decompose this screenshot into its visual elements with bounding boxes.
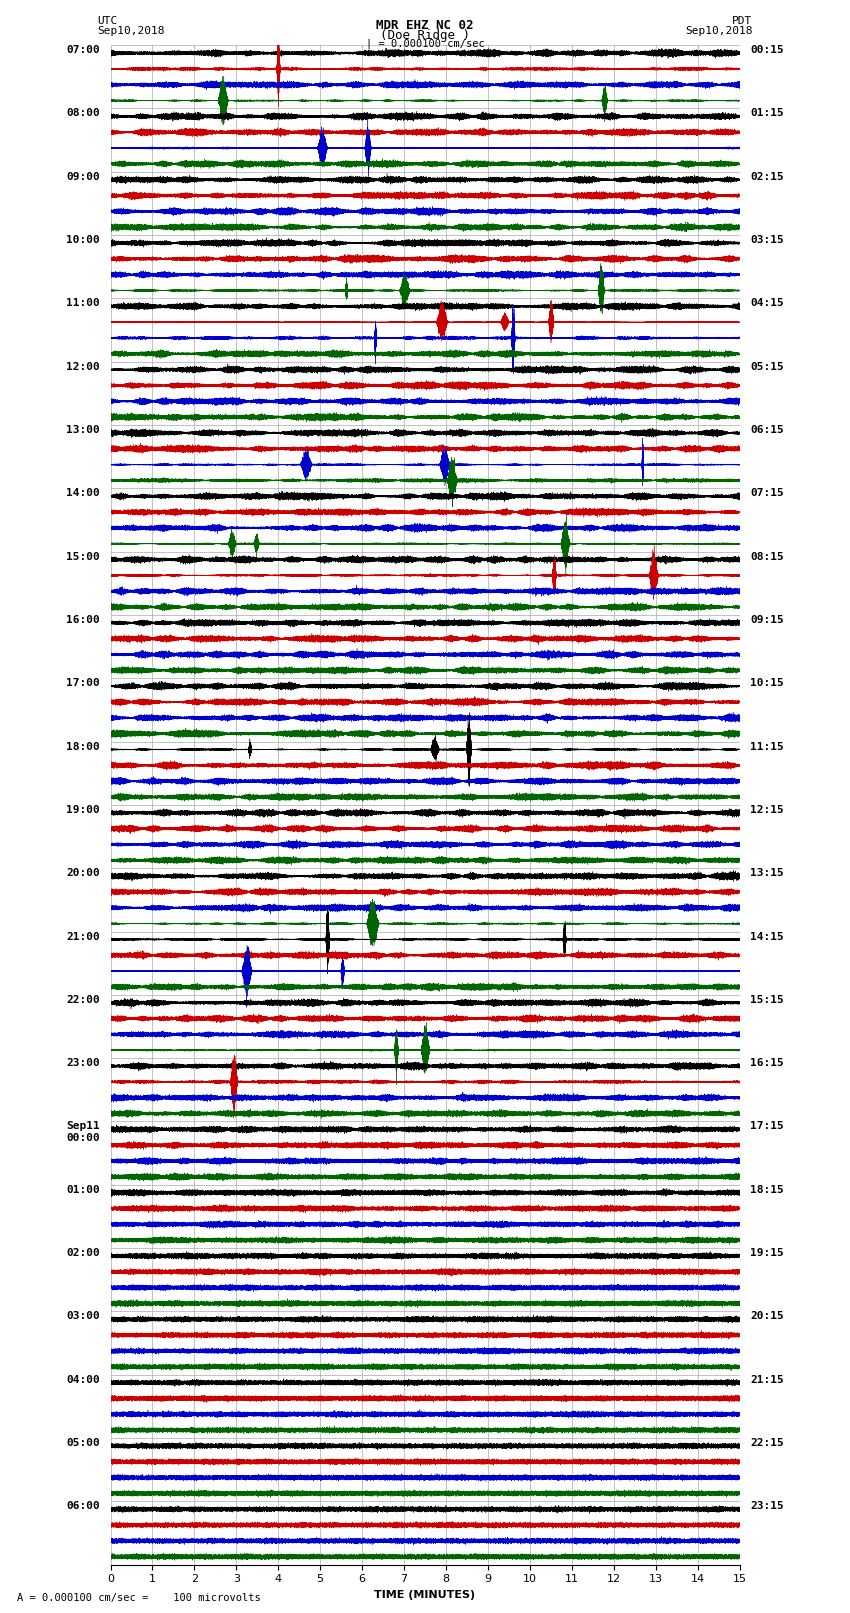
Text: 01:15: 01:15	[750, 108, 784, 118]
Text: 08:15: 08:15	[750, 552, 784, 561]
Text: 16:00: 16:00	[66, 615, 100, 624]
Text: 03:00: 03:00	[66, 1311, 100, 1321]
Text: 21:00: 21:00	[66, 931, 100, 942]
Text: 13:15: 13:15	[750, 868, 784, 877]
Text: 04:15: 04:15	[750, 298, 784, 308]
Text: 15:00: 15:00	[66, 552, 100, 561]
Text: 14:15: 14:15	[750, 931, 784, 942]
Text: 22:15: 22:15	[750, 1439, 784, 1448]
Text: 20:00: 20:00	[66, 868, 100, 877]
Text: 16:15: 16:15	[750, 1058, 784, 1068]
Text: 20:15: 20:15	[750, 1311, 784, 1321]
Text: A = 0.000100 cm/sec =    100 microvolts: A = 0.000100 cm/sec = 100 microvolts	[17, 1594, 261, 1603]
Text: 02:15: 02:15	[750, 173, 784, 182]
Text: 21:15: 21:15	[750, 1374, 784, 1384]
Text: 12:00: 12:00	[66, 361, 100, 371]
Text: 04:00: 04:00	[66, 1374, 100, 1384]
Text: 13:00: 13:00	[66, 426, 100, 436]
Text: PDT: PDT	[732, 16, 752, 26]
Text: 17:15: 17:15	[750, 1121, 784, 1131]
Text: 10:15: 10:15	[750, 677, 784, 689]
Text: Sep10,2018: Sep10,2018	[685, 26, 752, 35]
Text: 01:00: 01:00	[66, 1184, 100, 1195]
Text: 19:15: 19:15	[750, 1248, 784, 1258]
Text: 00:15: 00:15	[750, 45, 784, 55]
Text: | = 0.000100 cm/sec: | = 0.000100 cm/sec	[366, 39, 484, 50]
Text: 07:00: 07:00	[66, 45, 100, 55]
Text: 15:15: 15:15	[750, 995, 784, 1005]
Text: 11:15: 11:15	[750, 742, 784, 752]
Text: 18:15: 18:15	[750, 1184, 784, 1195]
Text: 07:15: 07:15	[750, 489, 784, 498]
Text: MDR EHZ NC 02: MDR EHZ NC 02	[377, 19, 473, 32]
Text: 23:00: 23:00	[66, 1058, 100, 1068]
Text: 06:00: 06:00	[66, 1502, 100, 1511]
Text: 11:00: 11:00	[66, 298, 100, 308]
Text: 08:00: 08:00	[66, 108, 100, 118]
Text: 23:15: 23:15	[750, 1502, 784, 1511]
Text: 10:00: 10:00	[66, 235, 100, 245]
Text: 14:00: 14:00	[66, 489, 100, 498]
Text: 22:00: 22:00	[66, 995, 100, 1005]
Text: (Doe Ridge ): (Doe Ridge )	[380, 29, 470, 42]
Text: 12:15: 12:15	[750, 805, 784, 815]
Text: 19:00: 19:00	[66, 805, 100, 815]
Text: 09:00: 09:00	[66, 173, 100, 182]
Text: 05:15: 05:15	[750, 361, 784, 371]
Text: 17:00: 17:00	[66, 677, 100, 689]
Text: 09:15: 09:15	[750, 615, 784, 624]
Text: 05:00: 05:00	[66, 1439, 100, 1448]
Text: 06:15: 06:15	[750, 426, 784, 436]
Text: 03:15: 03:15	[750, 235, 784, 245]
Text: UTC: UTC	[98, 16, 118, 26]
Text: Sep10,2018: Sep10,2018	[98, 26, 165, 35]
Text: Sep11
00:00: Sep11 00:00	[66, 1121, 100, 1144]
Text: 18:00: 18:00	[66, 742, 100, 752]
Text: 02:00: 02:00	[66, 1248, 100, 1258]
X-axis label: TIME (MINUTES): TIME (MINUTES)	[375, 1590, 475, 1600]
